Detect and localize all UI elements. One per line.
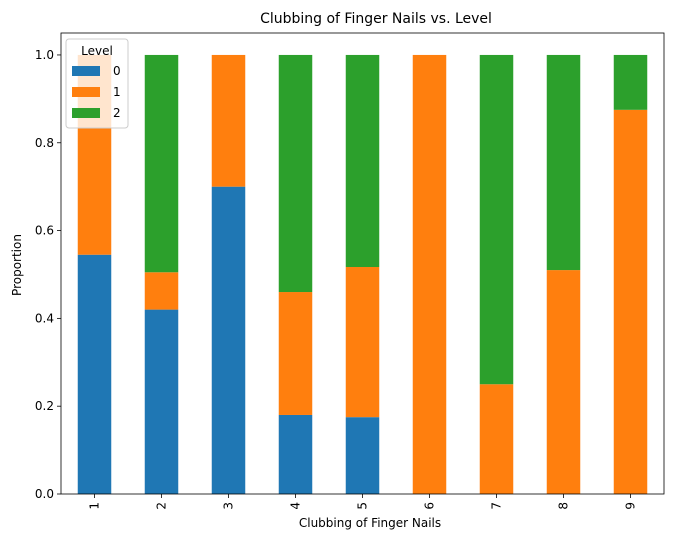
x-tick-label: 7 (490, 502, 504, 510)
y-axis: 0.0 0.2 0.4 0.6 0.8 1.0 (35, 48, 61, 501)
x-tick-label: 2 (155, 502, 169, 510)
bar-6-level-1 (412, 54, 447, 494)
x-tick-label: 8 (557, 502, 571, 510)
bar-1-level-0 (77, 254, 112, 494)
bar-8-level-2 (546, 54, 581, 271)
x-tick-label: 5 (356, 502, 370, 510)
legend-swatch-1 (72, 87, 100, 97)
bar-9-level-2 (613, 54, 648, 110)
bar-2-level-1 (144, 272, 179, 310)
y-tick-label: 0.4 (35, 311, 54, 325)
bar-2-level-2 (144, 54, 179, 273)
bar-7-level-2 (479, 54, 514, 385)
x-tick-label: 3 (222, 502, 236, 510)
bar-9-level-1 (613, 109, 648, 494)
y-tick-label: 0.8 (35, 136, 54, 150)
legend: Level 0 1 2 (65, 38, 129, 129)
x-axis: 1 2 3 4 5 6 7 8 9 (88, 494, 638, 510)
bar-3-level-0 (211, 186, 246, 495)
x-axis-title: Clubbing of Finger Nails (299, 516, 441, 530)
legend-title: Level (81, 44, 113, 58)
plot-area (60, 32, 665, 495)
y-tick-label: 0.6 (35, 224, 54, 238)
bar-2-level-0 (144, 309, 179, 494)
x-tick-label: 9 (624, 502, 638, 510)
legend-label-1: 1 (113, 85, 121, 99)
y-tick-label: 0.0 (35, 487, 54, 501)
bar-4-level-1 (278, 292, 313, 415)
bar-4-level-0 (278, 414, 313, 494)
legend-frame (65, 38, 129, 129)
legend-label-0: 0 (113, 64, 121, 78)
bar-5-level-0 (345, 417, 380, 494)
chart-title: Clubbing of Finger Nails vs. Level (260, 11, 492, 27)
bar-5-level-2 (345, 54, 380, 268)
bar-4-level-2 (278, 54, 313, 293)
bar-5-level-1 (345, 267, 380, 418)
x-tick-label: 4 (289, 502, 303, 510)
legend-swatch-0 (72, 66, 100, 76)
bar-7-level-1 (479, 384, 514, 494)
x-tick-label: 6 (423, 502, 437, 510)
legend-swatch-2 (72, 108, 100, 118)
bar-8-level-1 (546, 270, 581, 494)
x-tick-label: 1 (88, 502, 102, 510)
bar-3-level-1 (211, 54, 246, 187)
legend-label-2: 2 (113, 106, 121, 120)
y-tick-label: 1.0 (35, 48, 54, 62)
y-tick-label: 0.2 (35, 399, 54, 413)
y-axis-title: Proportion (10, 234, 24, 296)
